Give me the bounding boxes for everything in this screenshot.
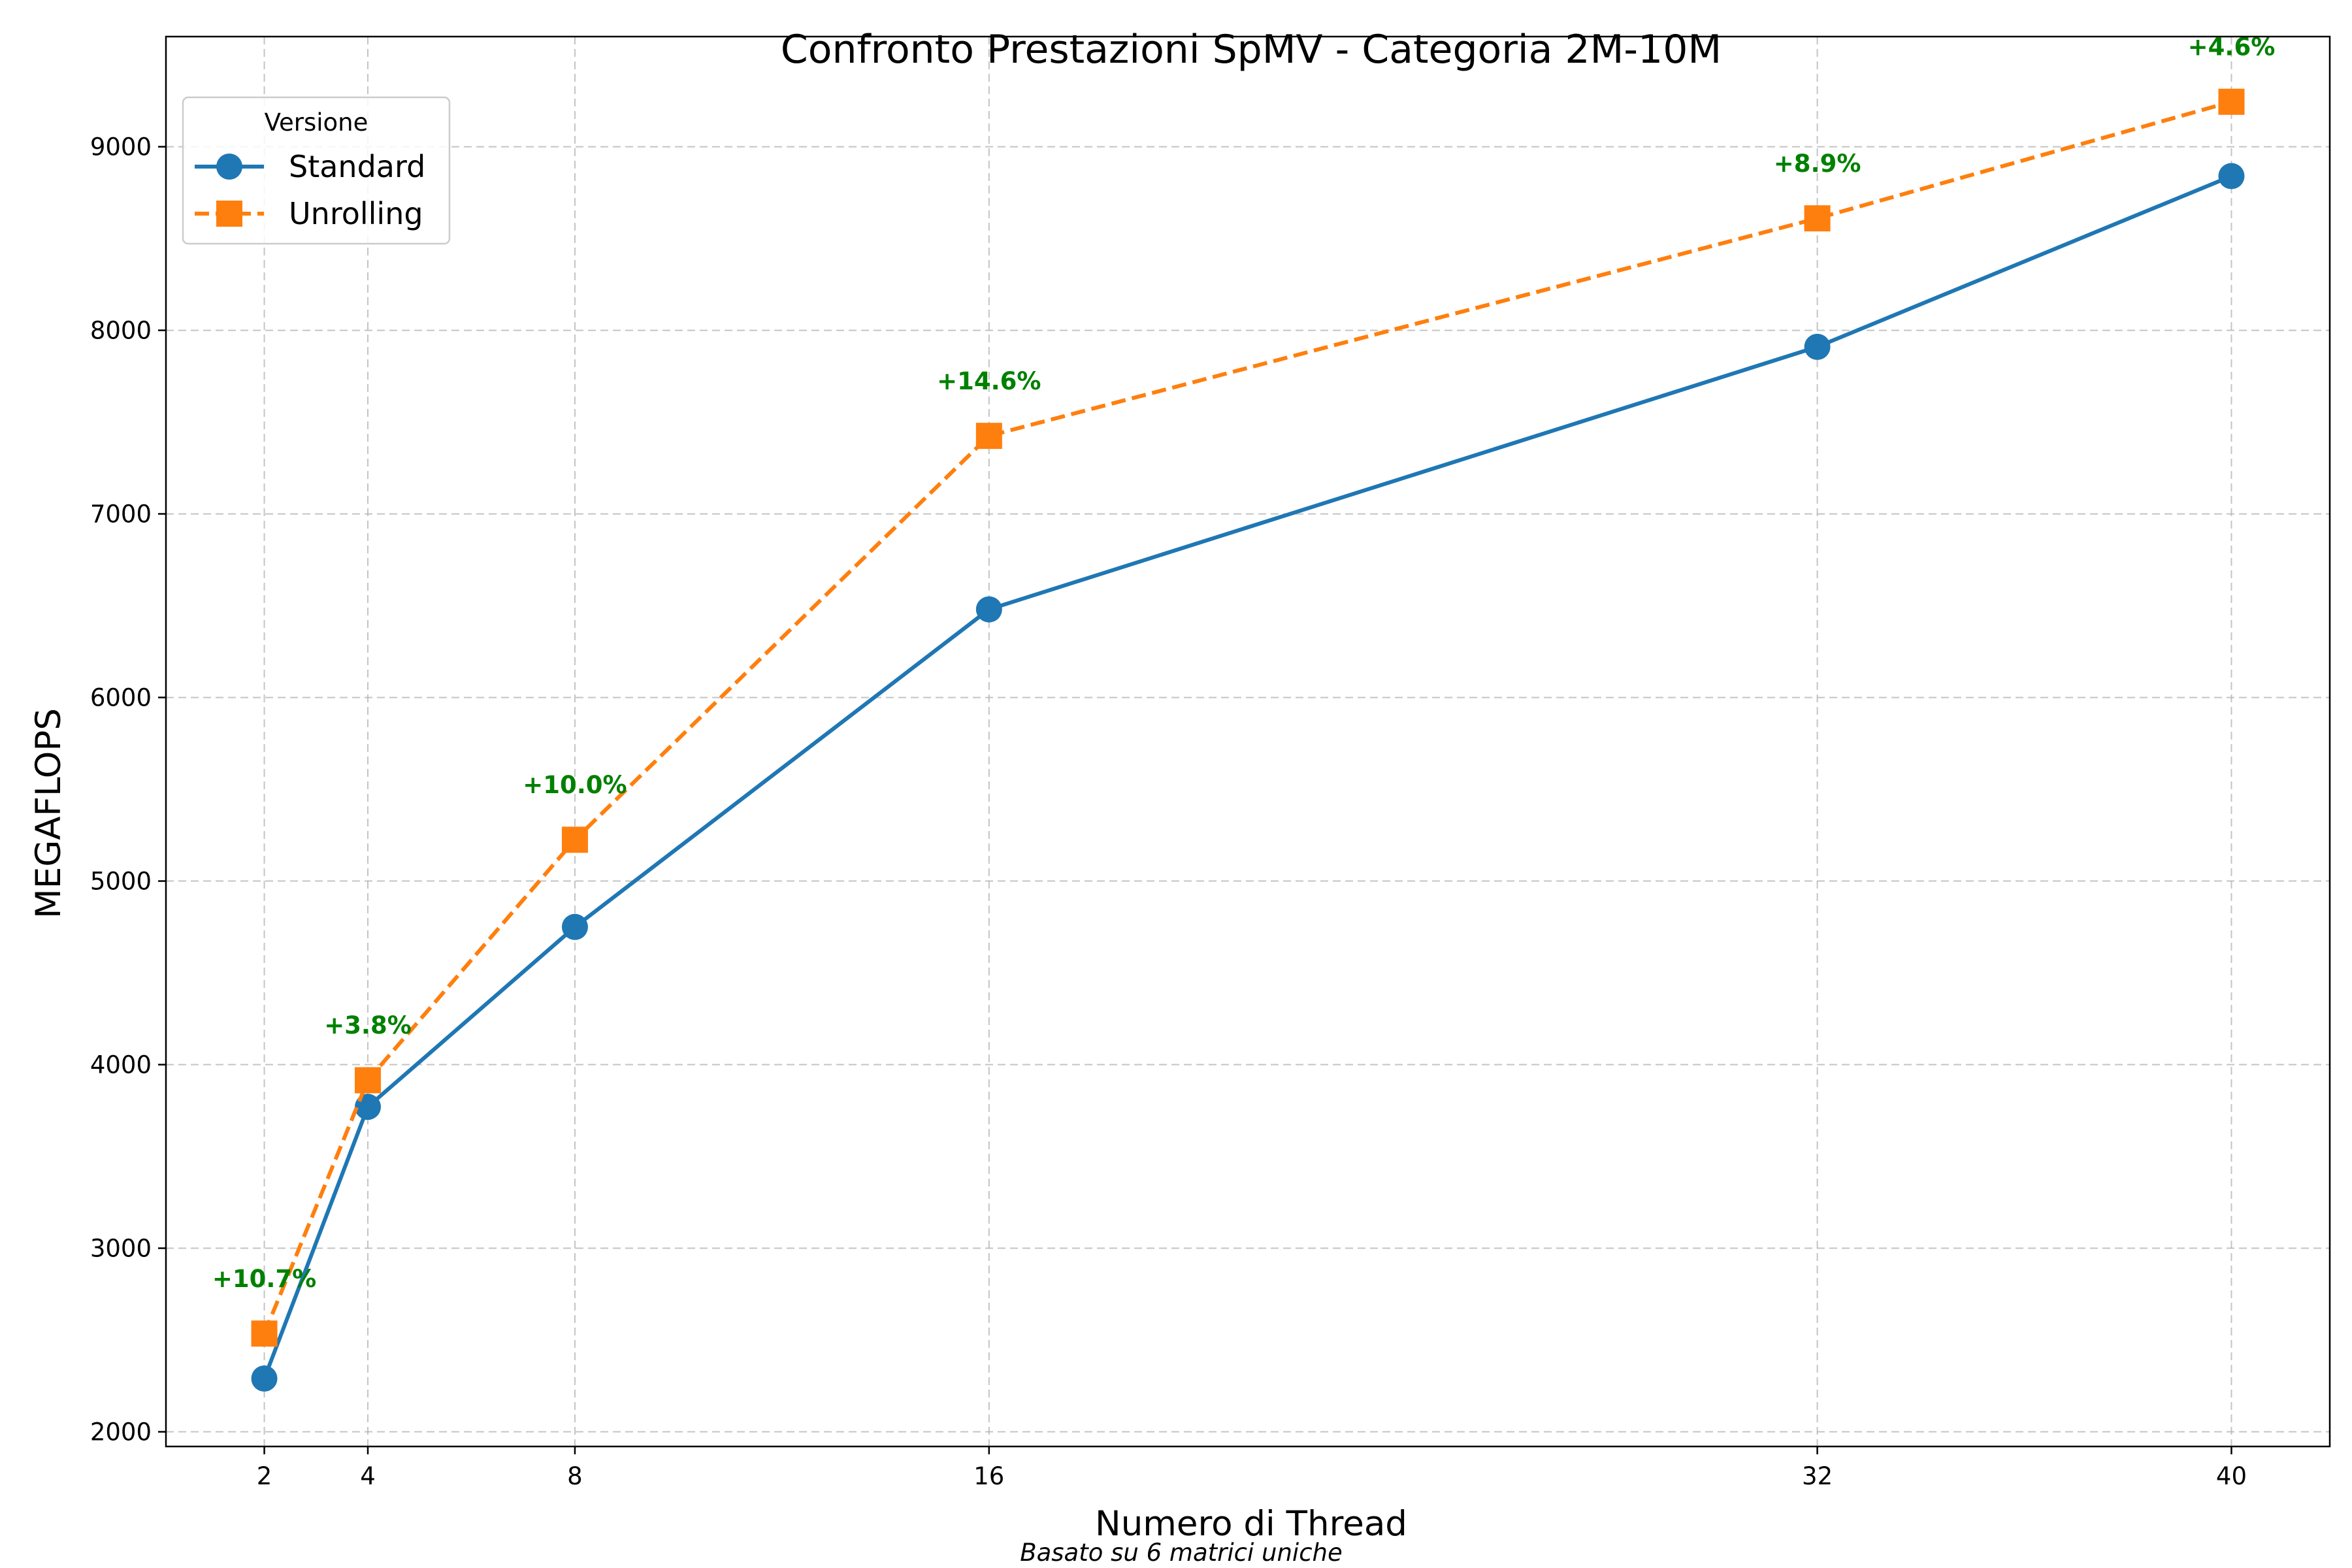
axis-ticks: 2 4 8 16 32 40 2000 3000 4000 5000 6000 7000 8000 900… xyxy=(90,133,2247,1490)
y-axis-label: MEGAFLOPS xyxy=(29,708,69,919)
x-axis-label: Numero di Thread xyxy=(1095,1504,1407,1544)
data-point-unrolling xyxy=(355,1067,382,1094)
y-tick-label: 4000 xyxy=(90,1051,152,1079)
annotations: +10.7% +3.8% +10.0% +14.6% +8.9% +4.6% xyxy=(212,33,2275,1292)
legend-unrolling-label: Unrolling xyxy=(289,196,423,231)
data-point-standard xyxy=(561,913,588,940)
data-point-standard xyxy=(2218,163,2245,189)
y-tick-label: 3000 xyxy=(90,1235,152,1263)
improvement-label: +8.9% xyxy=(1774,150,1861,178)
improvement-label: +14.6% xyxy=(937,367,1041,395)
legend-box xyxy=(182,96,451,245)
x-tick-label: 4 xyxy=(360,1462,376,1490)
y-tick-label: 8000 xyxy=(90,317,152,345)
grid xyxy=(166,37,2330,1446)
data-point-unrolling xyxy=(975,423,1002,449)
legend-unrolling-marker xyxy=(216,201,242,227)
data-point-unrolling xyxy=(561,826,588,853)
legend-standard-label: Standard xyxy=(289,149,425,184)
data-point-unrolling xyxy=(1804,205,1831,232)
data-point-unrolling xyxy=(251,1320,278,1347)
y-tick-label: 2000 xyxy=(90,1418,152,1446)
y-tick-label: 9000 xyxy=(90,133,152,161)
y-tick-label: 7000 xyxy=(90,500,152,529)
footnote: Basato su 6 matrici uniche xyxy=(1020,1539,1343,1567)
improvement-label: +3.8% xyxy=(324,1011,412,1039)
y-tick-label: 5000 xyxy=(90,868,152,896)
x-tick-label: 2 xyxy=(257,1462,272,1490)
improvement-label: +4.6% xyxy=(2188,33,2276,61)
data-point-standard xyxy=(251,1365,278,1392)
x-tick-label: 32 xyxy=(1802,1462,1833,1490)
legend-standard-marker xyxy=(216,154,242,180)
data-point-unrolling xyxy=(2218,88,2245,115)
x-tick-label: 40 xyxy=(2216,1462,2247,1490)
series-line-standard xyxy=(262,174,2232,1380)
x-tick-label: 16 xyxy=(973,1462,1004,1490)
improvement-label: +10.7% xyxy=(212,1265,316,1293)
legend-title: Versione xyxy=(265,108,368,137)
improvement-label: +10.0% xyxy=(523,771,627,799)
data-point-standard xyxy=(975,596,1002,623)
legend: Versione Standard Unrolling xyxy=(182,96,451,245)
y-tick-label: 6000 xyxy=(90,684,152,712)
plot-frame xyxy=(165,35,2331,1448)
series-line-unrolling xyxy=(262,99,2232,1335)
x-tick-label: 8 xyxy=(567,1462,583,1490)
series xyxy=(251,88,2245,1392)
data-point-standard xyxy=(1804,333,1831,360)
chart-title: Confronto Prestazioni SpMV - Categoria 2… xyxy=(781,27,1722,73)
